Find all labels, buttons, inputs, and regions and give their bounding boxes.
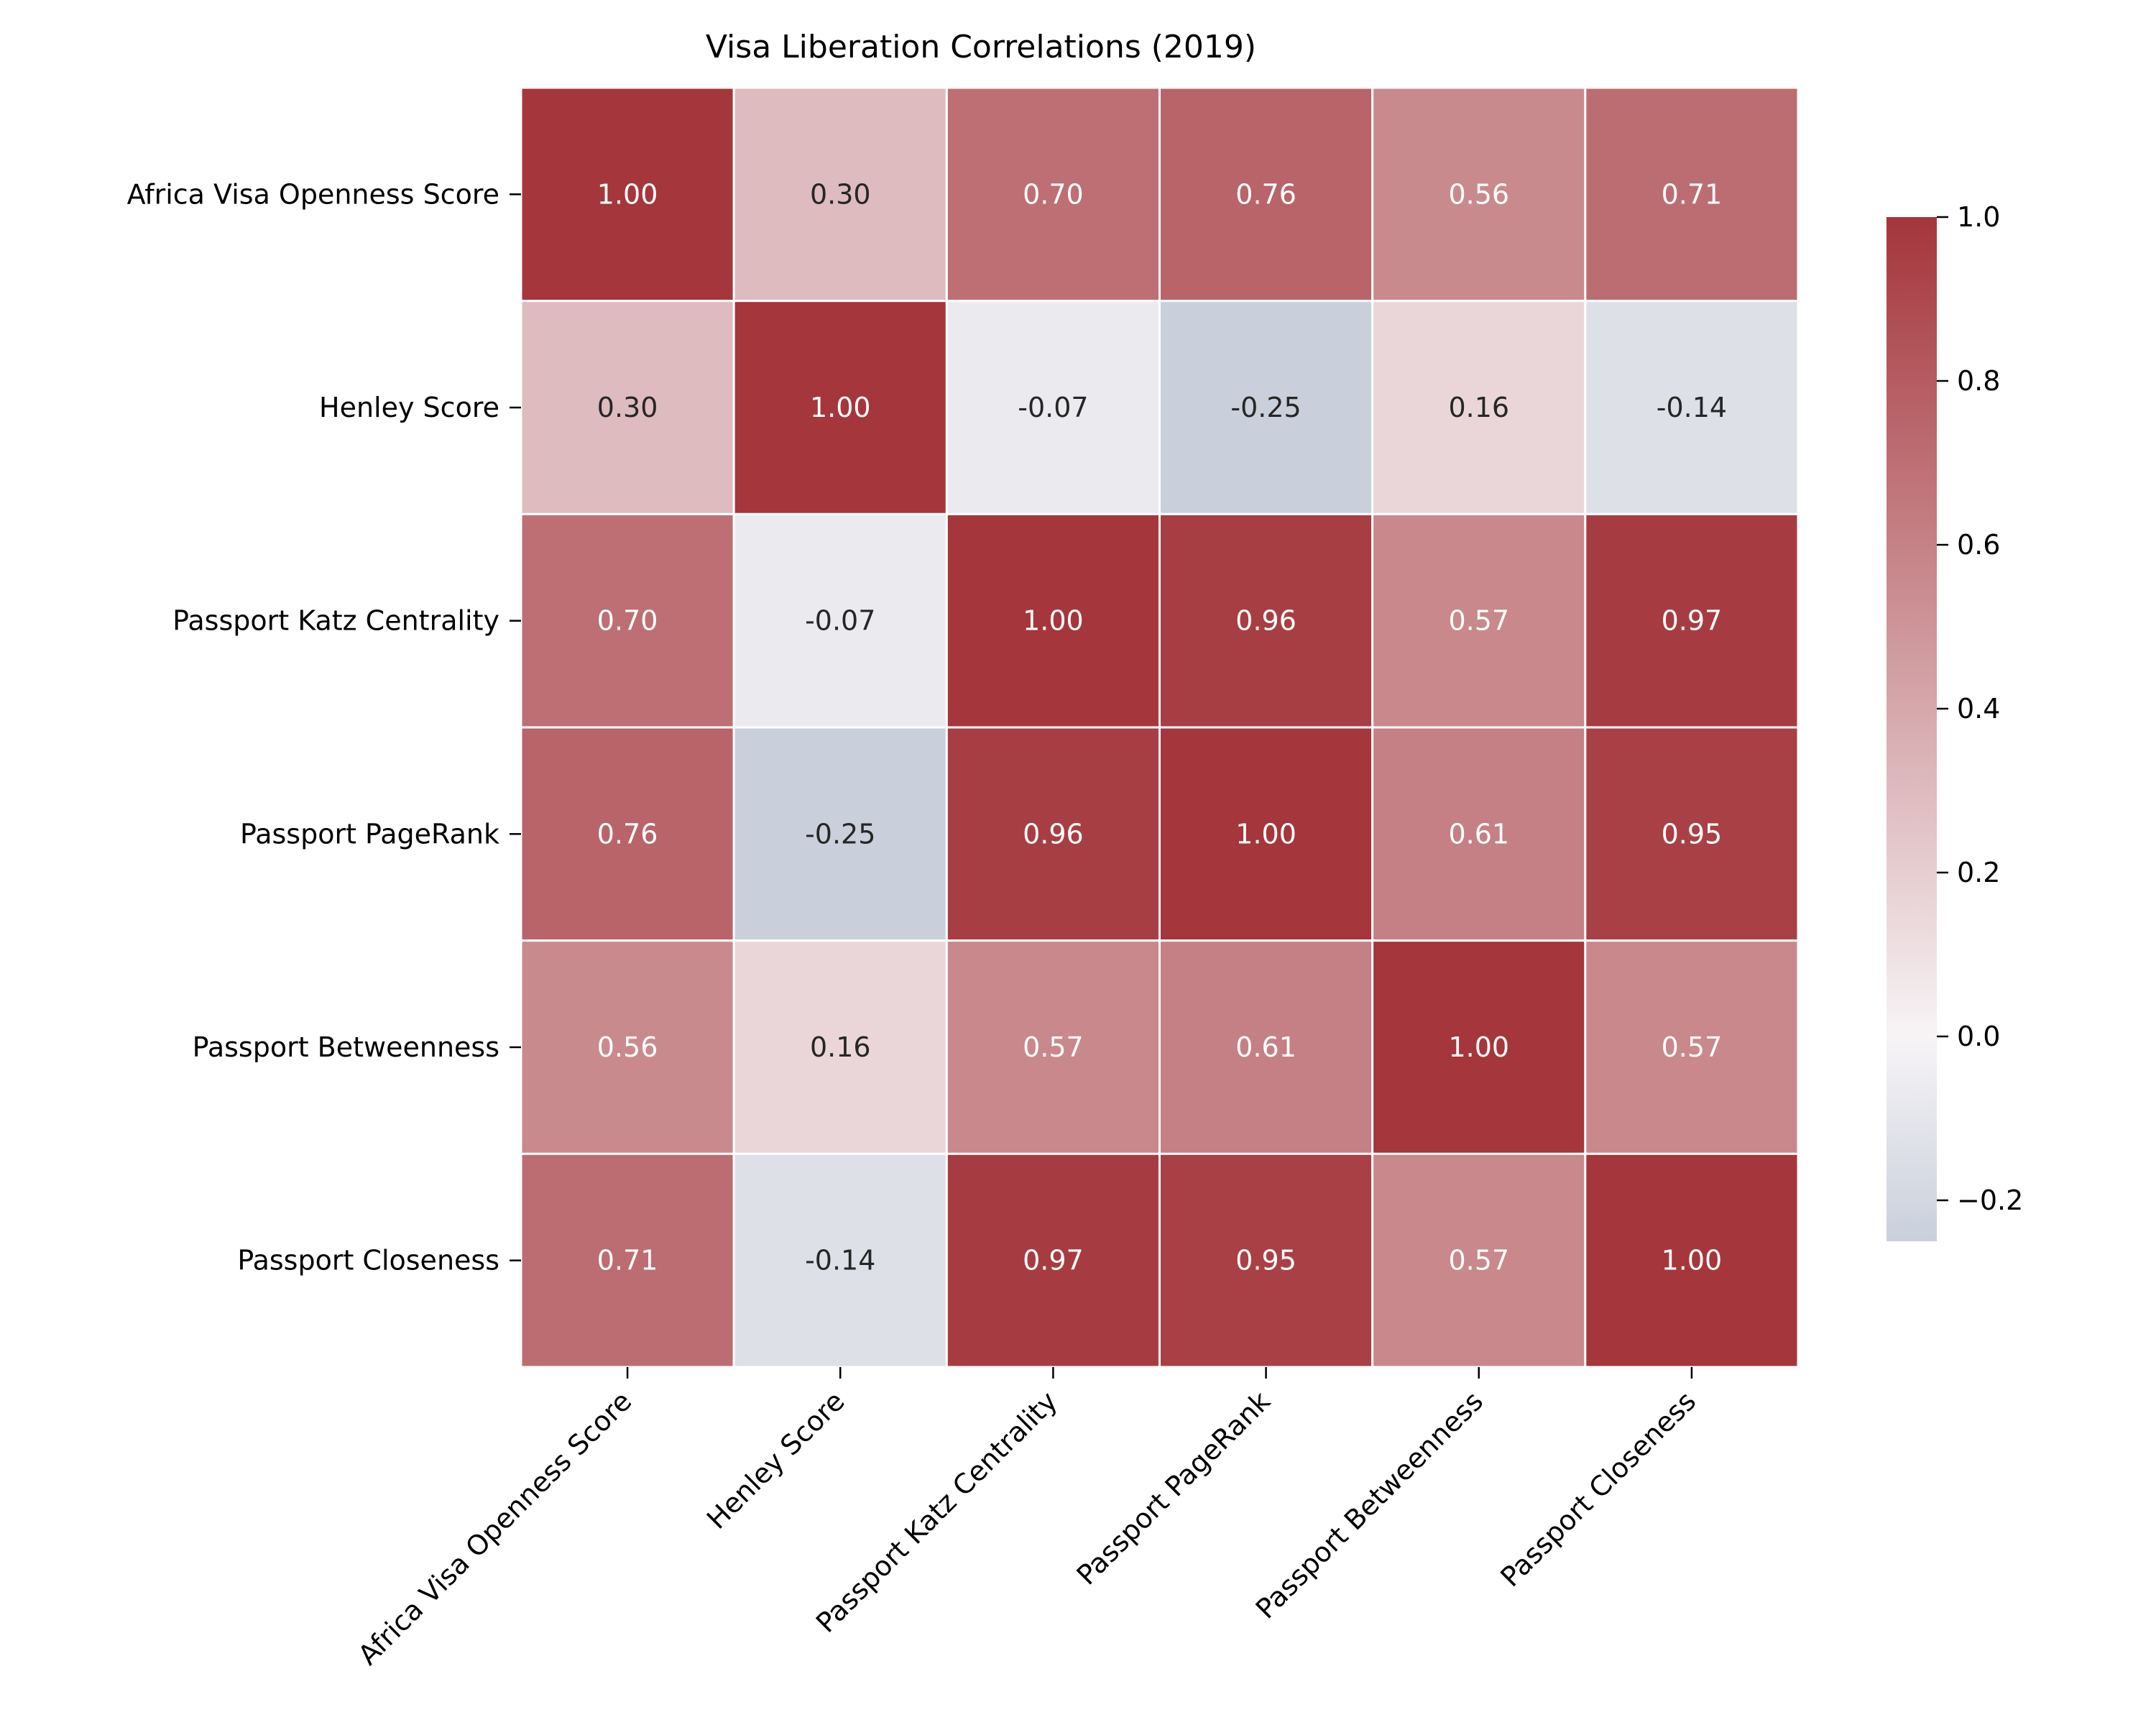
heatmap-cell <box>1584 86 1800 303</box>
colorbar-tick-label: 0.8 <box>1957 365 2000 397</box>
colorbar-gradient <box>1886 217 1937 1241</box>
cell-value-label: 0.97 <box>1662 605 1723 637</box>
cell-value-label: 0.97 <box>1023 1245 1084 1276</box>
cell-value-label: 0.96 <box>1235 605 1296 637</box>
heatmap-cell <box>520 726 735 942</box>
cell-value-label: 1.00 <box>1662 1245 1723 1276</box>
x-tick-label: Passport Closeness <box>1494 1385 1702 1593</box>
cell-value-label: 0.61 <box>1235 1031 1296 1063</box>
heatmap-cell <box>1371 939 1587 1155</box>
colorbar-tick-label: 0.4 <box>1957 693 2000 724</box>
heatmap-cell <box>520 939 735 1155</box>
x-tick-label: Passport Katz Centrality <box>810 1385 1064 1639</box>
heatmap-cell <box>945 939 1161 1155</box>
x-tick-label: Henley Score <box>701 1385 851 1535</box>
cell-value-label: 1.00 <box>810 392 871 423</box>
y-tick-label: Passport PageRank <box>240 818 499 850</box>
cell-value-label: 0.61 <box>1448 818 1509 850</box>
cell-value-label: 0.16 <box>810 1031 871 1063</box>
cell-value-label: 0.95 <box>1662 818 1723 850</box>
heatmap-cell <box>1371 1152 1587 1368</box>
chart-title: Visa Liberation Correlations (2019) <box>706 29 1256 65</box>
colorbar-tick-label: 0.0 <box>1957 1021 2000 1052</box>
heatmap-cell <box>1584 1152 1800 1368</box>
colorbar-tick-label: 0.2 <box>1957 857 2000 888</box>
heatmap-cell <box>520 512 735 729</box>
heatmap-cell <box>732 726 948 942</box>
cell-value-label: 0.57 <box>1662 1031 1723 1063</box>
cell-value-label: 1.00 <box>1023 605 1084 637</box>
heatmap-cell <box>732 300 948 515</box>
heatmap-cell <box>945 86 1161 303</box>
cell-value-label: -0.25 <box>1230 392 1301 423</box>
heatmap-cell <box>1584 726 1800 942</box>
x-tick-label: Africa Visa Openness Score <box>352 1385 638 1671</box>
heatmap-cell <box>1371 86 1587 303</box>
x-tick-label: Passport Betweenness <box>1250 1385 1489 1624</box>
x-axis: Africa Visa Openness Score Henley ScorePa… <box>352 1367 1702 1671</box>
cell-value-label: 0.70 <box>1023 178 1084 210</box>
heatmap-cell <box>1158 939 1374 1155</box>
heatmap-cell <box>1371 512 1587 729</box>
colorbar-tick-label: 1.0 <box>1957 201 2000 233</box>
heatmap-cell <box>1371 726 1587 942</box>
cell-value-label: -0.07 <box>1018 392 1088 423</box>
cell-value-label: 0.71 <box>1662 178 1723 210</box>
cell-value-label: -0.14 <box>1657 392 1727 423</box>
heatmap-cell <box>520 86 735 303</box>
cell-value-label: 0.56 <box>1448 178 1509 210</box>
cell-value-label: 0.76 <box>597 818 658 850</box>
cell-value-label: 0.16 <box>1448 392 1509 423</box>
heatmap-cell <box>1158 512 1374 729</box>
heatmap-cell <box>520 1152 735 1368</box>
cell-value-label: 0.95 <box>1235 1245 1296 1276</box>
cell-value-label: 1.00 <box>597 178 658 210</box>
heatmap-cell <box>945 512 1161 729</box>
colorbar-tick-label: −0.2 <box>1957 1184 2023 1216</box>
cell-value-label: 0.70 <box>597 605 658 637</box>
y-tick-label: Passport Katz Centrality <box>172 605 499 637</box>
cell-value-label: -0.25 <box>805 818 875 850</box>
cell-value-label: 0.57 <box>1448 605 1509 637</box>
cell-value-label: 0.30 <box>810 178 871 210</box>
cell-value-label: 1.00 <box>1448 1031 1509 1063</box>
cell-value-label: -0.07 <box>805 605 875 637</box>
heatmap-cell <box>732 86 948 303</box>
cell-value-label: 0.57 <box>1448 1245 1509 1276</box>
heatmap-cell <box>1158 86 1374 303</box>
x-tick-label: Passport PageRank <box>1071 1385 1276 1591</box>
heatmap-cells: 1.00 0.30 0.70 0.76 0.56 0.71 0.30 1.00 -0.07 -0.… <box>520 86 1800 1368</box>
cell-value-label: 0.71 <box>597 1245 658 1276</box>
heatmap-cell <box>732 512 948 729</box>
y-tick-label: Africa Visa Openness Score <box>127 178 499 210</box>
heatmap-cell <box>1158 726 1374 942</box>
y-tick-label: Henley Score <box>319 392 499 423</box>
y-tick-label: Passport Closeness <box>237 1245 499 1276</box>
colorbar: 1.0 0.8 0.6 0.4 0.2 0.0 −0.2 <box>1886 201 2023 1241</box>
heatmap-cell <box>1584 939 1800 1155</box>
cell-value-label: 1.00 <box>1235 818 1296 850</box>
colorbar-tick-label: 0.6 <box>1957 529 2000 561</box>
heatmap-cell <box>1584 300 1800 515</box>
cell-value-label: 0.30 <box>597 392 658 423</box>
y-tick-label: Passport Betweenness <box>193 1031 499 1063</box>
y-axis: Africa Visa Openness Score Henley Score Pa… <box>127 178 521 1276</box>
heatmap-cell <box>1158 300 1374 515</box>
heatmap-cell <box>1584 512 1800 729</box>
cell-value-label: 0.96 <box>1023 818 1084 850</box>
cell-value-label: 0.57 <box>1023 1031 1084 1063</box>
cell-value-label: 0.76 <box>1235 178 1296 210</box>
cell-value-label: 0.56 <box>597 1031 658 1063</box>
heatmap-cell <box>945 726 1161 942</box>
cell-value-label: -0.14 <box>805 1245 875 1276</box>
